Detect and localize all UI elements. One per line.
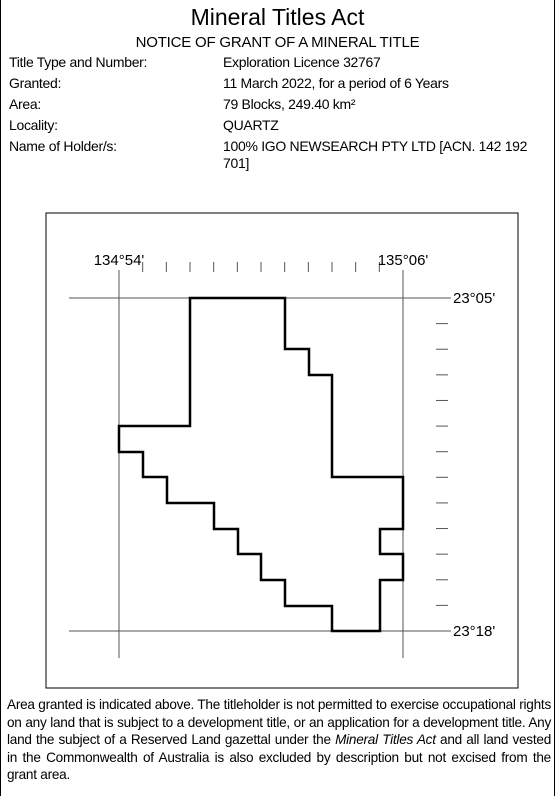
grid: [69, 270, 451, 658]
title-boundary: [117, 296, 405, 633]
footer-italic: Mineral Titles Act: [335, 732, 436, 748]
field-value: Exploration Licence 32767: [223, 54, 381, 70]
field-row: Title Type and Number: Exploration Licenc…: [9, 54, 554, 71]
footer-text: and all land vested in the Commonwealth …: [7, 732, 552, 783]
footer: Area granted is indicated above. The tit…: [7, 696, 551, 784]
footer-text: Area granted is indicated above. The tit…: [7, 697, 551, 748]
field-row: Locality: QUARTZ: [9, 117, 554, 134]
field-label: Area:: [9, 96, 41, 112]
field-label: Title Type and Number:: [9, 54, 148, 70]
map-frame: [45, 212, 519, 689]
fields: Title Type and Number: Exploration Licenc…: [9, 54, 554, 176]
title: Mineral Titles Act: [190, 4, 365, 30]
lon-label: 135°06': [378, 252, 429, 269]
lat-label: 23°18': [453, 623, 495, 640]
field-value: QUARTZ: [223, 117, 279, 133]
field-value: 11 March 2022, for a period of 6 Years: [223, 75, 449, 91]
field-value: 100% IGO NEWSEARCH PTY LTD [ACN. 142 192…: [223, 138, 528, 171]
field-label: Granted:: [9, 75, 62, 91]
field-row: Area: 79 Blocks, 249.40 km²: [9, 96, 554, 113]
subtitle: NOTICE OF GRANT OF A MINERAL TITLE: [135, 34, 420, 51]
lon-label: 134°54': [94, 252, 145, 269]
ticks: [142, 262, 448, 606]
field-row: Granted: 11 March 2022, for a period of 6…: [9, 75, 554, 92]
field-row: Name of Holder/s: 100% IGO NEWSEARCH PTY …: [9, 138, 554, 172]
lat-label: 23°05': [453, 290, 495, 307]
field-label: Locality:: [9, 117, 58, 133]
field-value: 79 Blocks, 249.40 km²: [223, 96, 356, 112]
field-label: Name of Holder/s:: [9, 138, 117, 154]
